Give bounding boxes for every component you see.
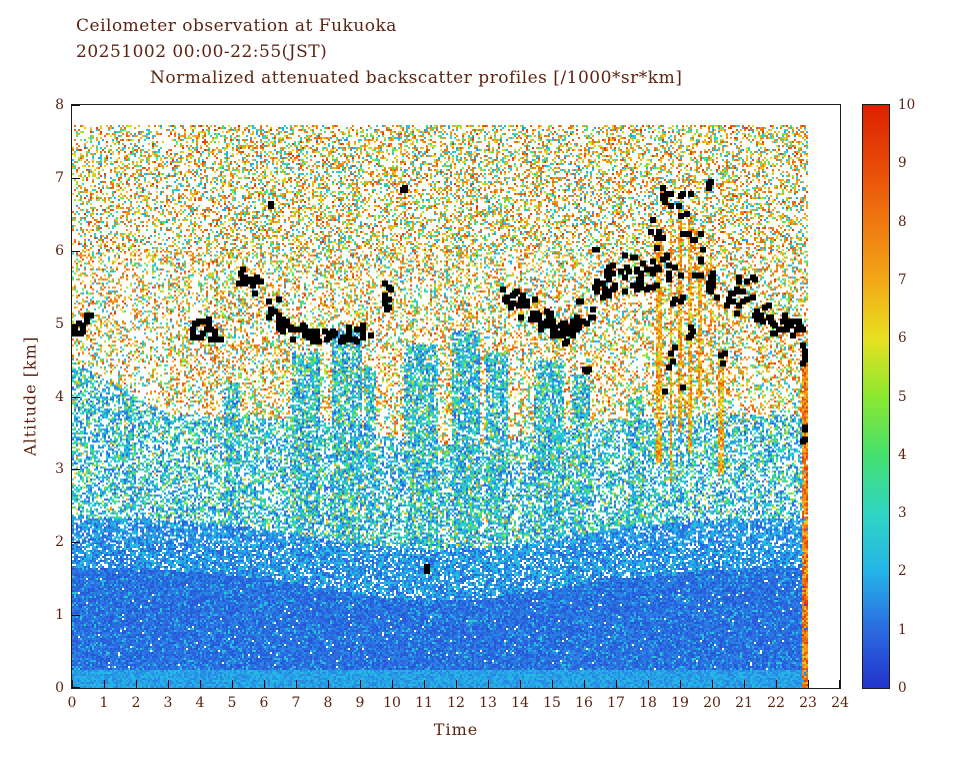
y-tick-label: 4 [55,388,64,405]
x-tick-mark [680,680,681,688]
y-tick-label: 1 [55,607,64,624]
y-tick-label: 2 [55,534,64,551]
x-tick-label: 11 [415,695,433,711]
y-tick-mark [72,469,80,471]
colorbar-tick-label: 10 [898,97,916,113]
x-tick-label: 18 [639,695,657,711]
x-tick-label: 15 [543,695,561,711]
x-axis-label: Time [433,720,479,739]
y-tick-mark [72,250,80,252]
x-tick-label: 24 [831,695,849,711]
y-tick-label: 6 [55,242,64,259]
plot-frame [71,104,841,689]
x-tick-mark [488,680,489,688]
x-tick-mark [392,680,393,688]
x-tick-label: 5 [227,695,237,711]
x-tick-mark [360,680,361,688]
x-tick-mark [200,680,201,688]
x-tick-mark [808,680,809,688]
x-tick-label: 2 [131,695,141,711]
header-observation-period: 20251002 00:00-22:55(JST) [76,42,328,62]
x-tick-mark [712,680,713,688]
x-tick-mark [776,680,777,688]
header-station-title: Ceilometer observation at Fukuoka [76,16,397,36]
x-tick-mark [72,680,73,688]
x-tick-label: 12 [447,695,465,711]
x-tick-mark [264,680,265,688]
colorbar-tick-label: 0 [898,680,907,696]
x-tick-label: 17 [607,695,625,711]
x-tick-label: 16 [575,695,593,711]
x-tick-label: 3 [163,695,173,711]
x-tick-mark [136,680,137,688]
x-tick-mark [584,680,585,688]
chart-title: Normalized attenuated backscatter profil… [150,68,683,88]
colorbar-tick-label: 1 [898,621,907,638]
x-tick-mark [616,680,617,688]
x-tick-label: 1 [99,695,109,711]
x-tick-mark [424,680,425,688]
y-tick-label: 0 [55,680,64,696]
y-tick-mark [72,396,80,398]
x-tick-mark [648,680,649,688]
colorbar-tick-label: 7 [898,271,907,288]
colorbar-tick-label: 2 [898,563,907,580]
y-tick-mark [72,323,80,325]
x-tick-mark [839,680,840,688]
x-tick-label: 9 [355,695,365,711]
x-tick-mark [168,680,169,688]
x-tick-label: 4 [195,695,205,711]
y-axis-label: Altitude [km] [20,335,40,457]
x-tick-label: 7 [291,695,301,711]
x-tick-mark [552,680,553,688]
colorbar-tick-label: 4 [898,446,907,463]
x-tick-label: 6 [259,695,269,711]
x-tick-mark [232,680,233,688]
x-tick-label: 22 [767,695,785,711]
colorbar-tick-label: 9 [898,155,907,172]
x-tick-label: 14 [511,695,529,711]
x-tick-mark [328,680,329,688]
x-tick-label: 0 [67,695,77,711]
backscatter-heatmap-canvas [72,105,840,688]
x-tick-label: 13 [479,695,497,711]
x-tick-mark [744,680,745,688]
colorbar [862,104,890,689]
y-tick-mark [72,542,80,544]
colorbar-tick-label: 8 [898,213,907,230]
x-tick-label: 20 [703,695,721,711]
x-tick-mark [296,680,297,688]
x-tick-mark [456,680,457,688]
y-tick-mark [72,615,80,617]
x-tick-mark [104,680,105,688]
x-tick-mark [520,680,521,688]
y-tick-label: 3 [55,461,64,478]
x-tick-label: 21 [735,695,753,711]
y-tick-label: 8 [55,97,64,113]
y-tick-label: 5 [55,315,64,332]
colorbar-tick-label: 5 [898,388,907,405]
x-tick-label: 19 [671,695,689,711]
x-tick-label: 8 [323,695,333,711]
y-tick-label: 7 [55,169,64,186]
y-tick-mark [72,105,80,106]
colorbar-gradient [863,105,889,688]
colorbar-tick-label: 6 [898,330,907,347]
y-tick-mark [72,687,80,688]
colorbar-tick-label: 3 [898,505,907,522]
y-tick-mark [72,177,80,179]
x-tick-label: 23 [799,695,817,711]
x-tick-label: 10 [383,695,401,711]
